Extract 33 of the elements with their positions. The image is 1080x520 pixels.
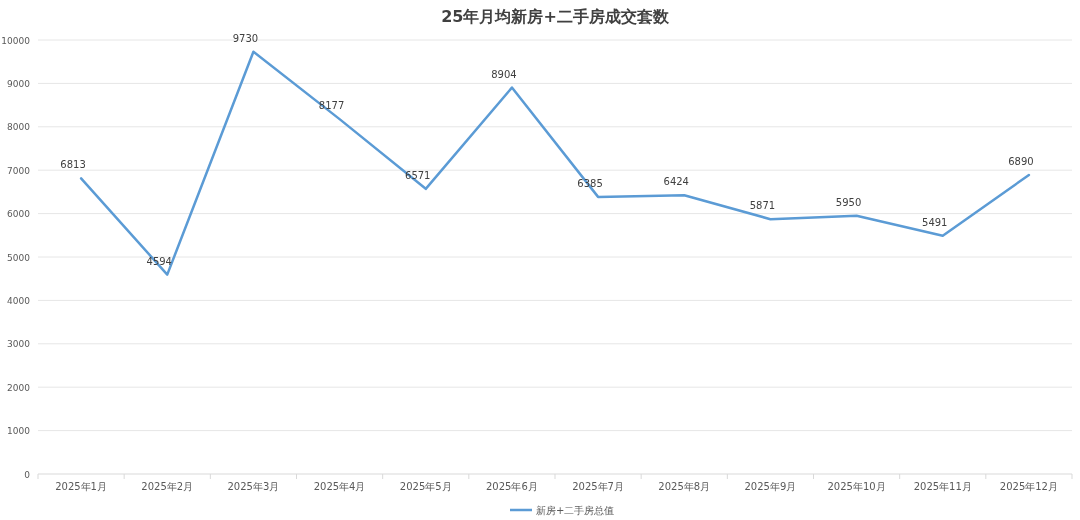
data-label: 6424: [663, 176, 689, 188]
y-tick-label: 6000: [7, 209, 31, 220]
y-tick-label: 0: [24, 469, 31, 480]
x-tick-label: 2025年4月: [313, 481, 366, 492]
x-tick-label: 2025年8月: [658, 481, 711, 492]
x-tick-label: 2025年9月: [744, 481, 797, 492]
data-label: 9730: [232, 32, 259, 44]
data-label: 5950: [835, 196, 862, 208]
x-tick-label: 2025年7月: [572, 481, 624, 492]
y-tick-label: 8000: [7, 122, 31, 133]
x-tick-label: 2025年5月: [399, 481, 452, 492]
data-label: 6813: [60, 159, 86, 171]
data-label: 8904: [491, 68, 517, 80]
data-label: 5871: [749, 200, 776, 212]
y-tick-label: 10000: [1, 35, 31, 46]
x-tick-label: 2025年11月: [913, 481, 972, 492]
legend-label: 新房+二手房总值: [536, 504, 615, 516]
x-tick-label: 2025年2月: [141, 481, 194, 492]
data-label: 6890: [1008, 155, 1034, 167]
x-tick-label: 2025年6月: [486, 481, 538, 492]
chart-title: 25年月均新房+二手房成交套数: [441, 7, 670, 26]
x-tick-label: 2025年3月: [227, 481, 280, 492]
data-label: 5491: [922, 216, 948, 228]
x-tick-label: 2025年1月: [55, 481, 107, 492]
y-tick-label: 7000: [7, 165, 31, 176]
y-tick-label: 5000: [7, 252, 31, 263]
y-tick-label: 1000: [7, 426, 31, 437]
x-tick-label: 2025年10月: [827, 481, 886, 492]
y-tick-label: 2000: [7, 382, 31, 393]
y-tick-label: 4000: [7, 295, 31, 306]
y-tick-label: 9000: [7, 78, 31, 89]
x-tick-label: 2025年12月: [999, 481, 1059, 492]
y-tick-label: 3000: [7, 339, 31, 350]
